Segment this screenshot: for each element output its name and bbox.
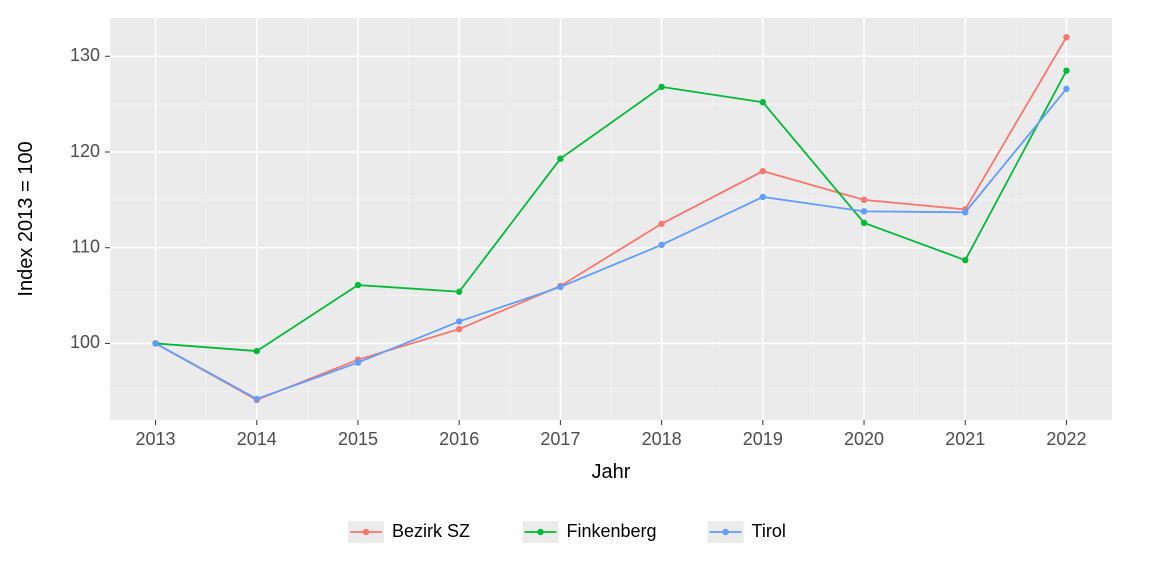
y-tick-label: 130 xyxy=(70,45,100,65)
x-tick-label: 2020 xyxy=(844,429,884,449)
series-marker xyxy=(557,284,563,290)
series-marker xyxy=(861,220,867,226)
series-marker xyxy=(861,208,867,214)
series-marker xyxy=(1063,67,1069,73)
series-marker xyxy=(760,168,766,174)
legend-key-marker xyxy=(722,529,728,535)
x-tick-label: 2014 xyxy=(237,429,277,449)
series-marker xyxy=(557,156,563,162)
legend-label: Bezirk SZ xyxy=(392,521,470,541)
series-marker xyxy=(760,194,766,200)
y-tick-label: 120 xyxy=(70,141,100,161)
y-tick-label: 100 xyxy=(70,332,100,352)
x-tick-label: 2018 xyxy=(642,429,682,449)
x-tick-label: 2021 xyxy=(945,429,985,449)
legend-key-marker xyxy=(363,529,369,535)
legend-key-marker xyxy=(537,529,543,535)
series-marker xyxy=(456,318,462,324)
y-axis-title: Index 2013 = 100 xyxy=(15,141,37,296)
series-marker xyxy=(254,396,260,402)
x-tick-label: 2015 xyxy=(338,429,378,449)
series-marker xyxy=(962,209,968,215)
series-marker xyxy=(355,359,361,365)
series-marker xyxy=(152,340,158,346)
series-marker xyxy=(658,84,664,90)
legend-label: Finkenberg xyxy=(567,521,657,541)
x-tick-label: 2017 xyxy=(540,429,580,449)
series-marker xyxy=(355,282,361,288)
legend-label: Tirol xyxy=(752,521,786,541)
series-marker xyxy=(1063,34,1069,40)
series-marker xyxy=(456,289,462,295)
series-marker xyxy=(254,348,260,354)
x-tick-label: 2022 xyxy=(1046,429,1086,449)
x-tick-label: 2016 xyxy=(439,429,479,449)
series-marker xyxy=(861,197,867,203)
x-tick-label: 2019 xyxy=(743,429,783,449)
x-axis-title: Jahr xyxy=(592,461,631,483)
y-tick-label: 110 xyxy=(71,236,100,256)
series-marker xyxy=(658,242,664,248)
series-marker xyxy=(760,99,766,105)
series-marker xyxy=(658,221,664,227)
chart-container: 100 110 120 130 2013 2014 2015 2016 2017 2018 2019… xyxy=(0,0,1152,576)
series-marker xyxy=(1063,86,1069,92)
series-marker xyxy=(962,257,968,263)
x-tick-label: 2013 xyxy=(136,429,176,449)
line-chart: 100 110 120 130 2013 2014 2015 2016 2017 2018 2019… xyxy=(0,0,1152,576)
series-marker xyxy=(456,326,462,332)
